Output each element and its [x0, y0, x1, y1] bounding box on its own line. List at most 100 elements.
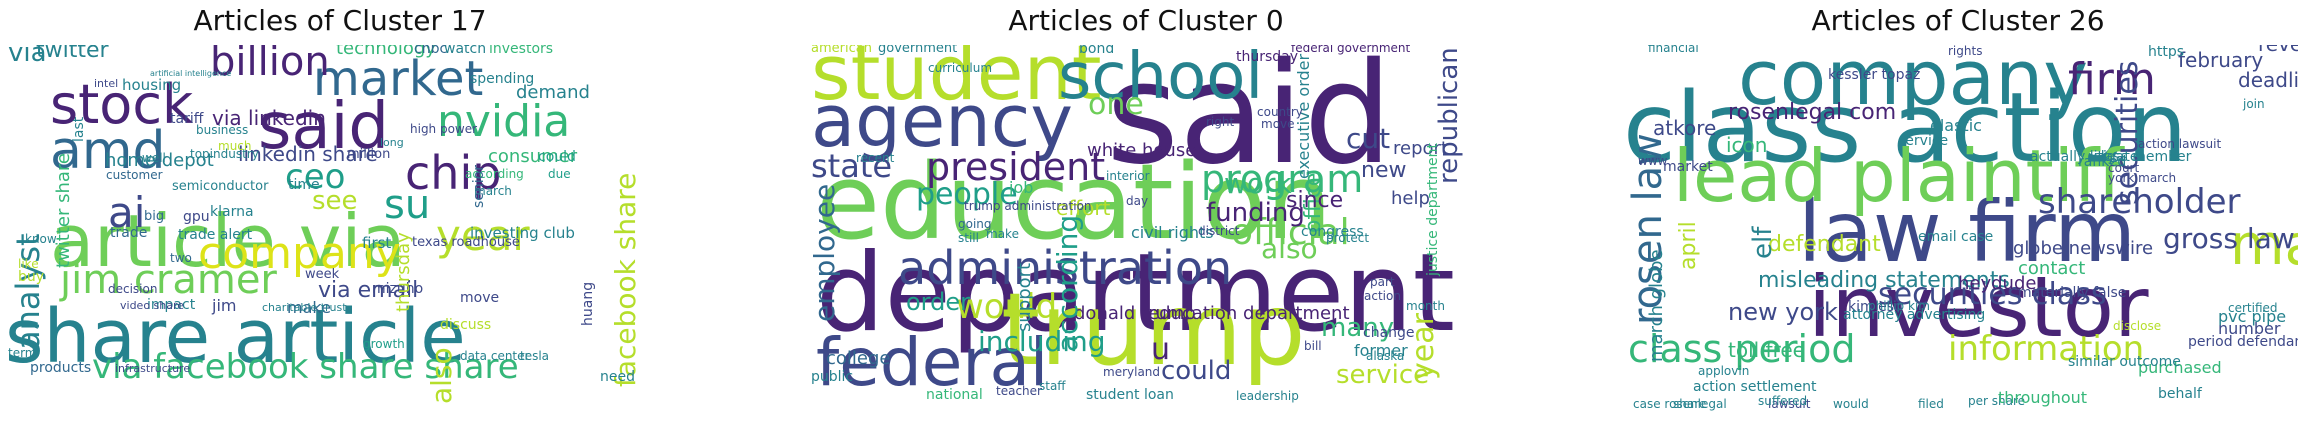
word-teacher: teacher — [996, 384, 1042, 398]
word-high-power: high power — [410, 122, 478, 136]
word-move: move — [460, 290, 500, 306]
word-week: week — [305, 267, 340, 282]
panel-title: Articles of Cluster 26 — [1811, 4, 2105, 37]
word-kessler-topaz: kessler topaz — [1828, 67, 1921, 83]
word-may: may — [2230, 213, 2298, 278]
word-civil-rights: civil rights — [1131, 223, 1214, 242]
word-college: college — [826, 348, 891, 369]
word-white-house: white house — [1087, 140, 1197, 161]
word-going: going — [958, 217, 992, 231]
word-service: service — [1336, 360, 1430, 390]
word-toll-free: toll free — [1728, 338, 1805, 362]
word-time: time — [288, 177, 320, 193]
word-bill: bill — [1304, 339, 1322, 353]
word-www: www — [1638, 154, 1668, 168]
word-heydude: heydude — [1958, 273, 2037, 294]
word-shareholder: shareholder — [2038, 182, 2241, 222]
word-rights: rights — [1948, 45, 1983, 58]
word-trade-alert: trade alert — [178, 227, 253, 243]
word-kim-esq: kim esq — [1848, 299, 1903, 315]
word-year: year — [436, 211, 530, 260]
word-klarna: klarna — [210, 204, 254, 220]
word-senior: senior — [471, 165, 487, 208]
word-see: see — [312, 186, 358, 216]
word-need: need — [600, 369, 635, 385]
word-april: april — [1676, 221, 1701, 270]
word-many: many — [1321, 313, 1395, 343]
word-financial: financial — [1648, 45, 1699, 55]
word-trump: trump — [1001, 271, 1306, 388]
word-cloud: class action company law firm investor lead … — [1618, 45, 2298, 430]
word-term: term — [8, 346, 37, 360]
word-gross-law: gross law — [2163, 222, 2295, 255]
word-cut: cut — [1346, 122, 1391, 155]
word-via-linkedin: via linkedin — [212, 106, 326, 130]
word-bond: bond — [1079, 45, 1115, 57]
word-number: number — [2218, 319, 2281, 338]
word-buy: buy — [18, 269, 45, 285]
word-government: government — [878, 45, 958, 56]
word-change: change — [1363, 325, 1415, 341]
word-phillip-kim: phillip kim — [1868, 299, 1930, 313]
word-investors: investors — [489, 45, 554, 57]
word-case-rosenlegal: case rosenlegal — [1633, 397, 1727, 411]
word-donald-trump: donald trump — [1074, 303, 1196, 324]
word-https: https — [2148, 45, 2185, 60]
word-law-firm: law firm — [1798, 183, 2137, 281]
word-period-defendants: period defendants — [2188, 334, 2298, 350]
word-agency: agency — [811, 79, 1073, 163]
word-staff: staff — [1039, 379, 1066, 393]
word-watch: watch — [444, 45, 487, 57]
word-securities-class: securities class — [1878, 277, 2107, 312]
word-move: move — [1261, 117, 1295, 131]
word-consumer: consumer — [488, 146, 578, 167]
word-lead-plaintiff: lead plaintiff — [1673, 134, 2124, 218]
word-products: products — [30, 360, 92, 376]
word-right: right — [1206, 115, 1235, 129]
panel-cluster-26: Articles of Cluster 26 class action compa… — [1618, 0, 2298, 435]
panel-title: Articles of Cluster 0 — [1008, 4, 1284, 37]
word-american: american — [811, 45, 872, 56]
word-would: would — [956, 287, 1058, 327]
word-stock: stock — [50, 73, 194, 136]
word-via: via — [8, 45, 47, 68]
word-suffered: suffered — [1758, 394, 1808, 408]
word-jim: jim — [212, 296, 237, 315]
word-cnbc: cnbc — [414, 45, 448, 57]
word-cloud: share article article via said stock market a… — [0, 45, 680, 430]
word-data-center: data center — [460, 349, 530, 363]
word-globe-newswire: globe newswire — [2013, 238, 2154, 259]
word-big: big — [144, 209, 165, 224]
word-people: people — [916, 177, 1018, 212]
word-ai: ai — [108, 188, 146, 237]
panel-cluster-0: Articles of Cluster 0 said department educ… — [806, 0, 1486, 435]
word-month: month — [1406, 299, 1445, 313]
word-market: market — [313, 51, 484, 107]
word-national: national — [926, 387, 983, 403]
word-disclose: disclose — [2113, 319, 2162, 333]
word-business: business — [196, 123, 249, 137]
word-artificial-intelligence: artificial intelligence — [150, 69, 232, 78]
word-facebook-share: facebook share — [609, 172, 642, 387]
word-icon: icon — [1726, 133, 1768, 157]
word-school: school — [1058, 45, 1264, 114]
word-student: student — [811, 45, 1102, 117]
word-share-article: share article — [5, 294, 466, 380]
word-state: state — [811, 147, 893, 185]
word-recent: recent — [856, 151, 895, 165]
word-article-via: article via — [50, 199, 406, 283]
word-department: department — [816, 231, 1455, 356]
word-class-member: class member — [2093, 149, 2192, 165]
word-misleading-statements: misleading statements — [1758, 268, 2010, 293]
word-federal: federal — [816, 324, 1049, 401]
word-join: join — [2243, 97, 2265, 111]
word-behalf: behalf — [2158, 386, 2202, 402]
word-discuss: discuss — [440, 317, 492, 333]
word-day: day — [1126, 194, 1149, 208]
word-lawsuit: lawsuit — [1768, 397, 1811, 411]
word-thursday: thursday — [1236, 49, 1299, 65]
word-two: two — [170, 251, 192, 265]
word-alaska: alaska — [1366, 349, 1405, 363]
word-company: company — [198, 228, 401, 279]
